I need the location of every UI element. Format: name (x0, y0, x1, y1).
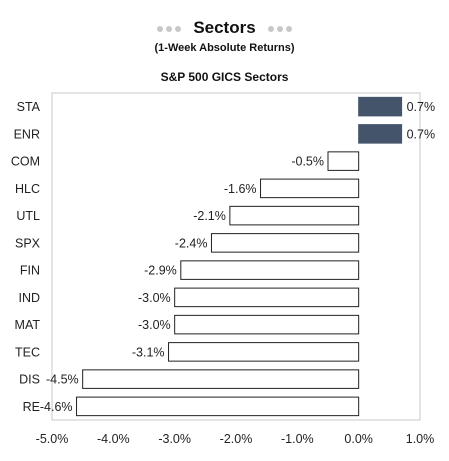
value-label-dis: -4.5% (46, 373, 79, 387)
bar-ind (174, 287, 360, 308)
category-label-tec: TEC (15, 345, 40, 359)
value-label-re: -4.6% (40, 400, 73, 414)
x-tick-label-4: -1.0% (281, 432, 314, 446)
chart-main-title: Sectors (193, 18, 256, 37)
title-row: Sectors (0, 18, 449, 38)
x-tick-label-2: -3.0% (158, 432, 191, 446)
bar-mat (174, 314, 360, 335)
plot-area-border (51, 92, 421, 421)
bar-fin (180, 260, 360, 280)
x-tick-label-5: 0.0% (344, 432, 373, 446)
category-label-fin: FIN (20, 264, 40, 278)
value-label-fin: -2.9% (144, 264, 177, 278)
bar-dis (82, 369, 360, 389)
x-tick-label-1: -4.0% (97, 432, 130, 446)
category-label-re: RE (23, 400, 40, 414)
value-label-sta: 0.7% (407, 100, 436, 114)
bar-re (76, 396, 360, 417)
value-label-com: -0.5% (291, 155, 324, 169)
bar-com (327, 151, 360, 171)
category-label-ind: IND (18, 291, 40, 305)
category-label-sta: STA (17, 100, 41, 114)
value-label-ind: -3.0% (138, 291, 171, 305)
category-label-spx: SPX (15, 236, 41, 250)
chart-title: S&P 500 GICS Sectors (160, 70, 289, 84)
bar-hlc (260, 178, 360, 199)
value-label-tec: -3.1% (132, 345, 165, 359)
value-label-utl: -2.1% (193, 209, 226, 223)
x-tick-label-0: -5.0% (36, 432, 69, 446)
category-label-mat: MAT (15, 318, 41, 332)
category-label-utl: UTL (16, 209, 40, 223)
bar-tec (168, 342, 360, 362)
category-label-com: COM (11, 155, 40, 169)
value-label-hlc: -1.6% (224, 182, 257, 196)
value-label-spx: -2.4% (175, 236, 208, 250)
value-label-mat: -3.0% (138, 318, 171, 332)
category-label-hlc: HLC (15, 182, 40, 196)
value-label-enr: 0.7% (407, 127, 436, 141)
bar-spx (210, 233, 360, 253)
category-label-enr: ENR (14, 127, 40, 141)
bar-utl (229, 205, 360, 226)
category-label-dis: DIS (19, 373, 40, 387)
title-dots-right (266, 20, 293, 38)
bar-enr (358, 124, 403, 144)
title-dots-left (156, 20, 183, 38)
bar-sta (358, 96, 403, 117)
chart-subtitle: (1-Week Absolute Returns) (154, 42, 295, 54)
x-tick-label-3: -2.0% (220, 432, 253, 446)
x-tick-label-6: 1.0% (406, 432, 435, 446)
